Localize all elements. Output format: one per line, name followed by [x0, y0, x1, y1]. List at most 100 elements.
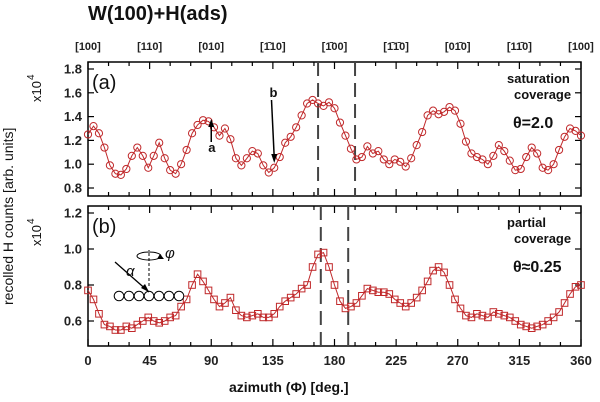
- data-point: [368, 149, 377, 158]
- data-point: [456, 304, 465, 313]
- data-point: [215, 131, 224, 140]
- data-point: [232, 306, 240, 314]
- y-tick-label: 1.6: [64, 85, 82, 100]
- data-point: [385, 290, 394, 298]
- data-point: [264, 168, 273, 177]
- data-point: [407, 154, 416, 163]
- arrow-a-head: [208, 119, 215, 127]
- data-point: [412, 141, 421, 150]
- data-point: [494, 141, 503, 150]
- data-point: [319, 248, 328, 257]
- y-tick-label: 0.8: [64, 278, 82, 293]
- theta-label: θ≈0.25: [513, 259, 562, 276]
- data-point: [341, 304, 350, 313]
- coverage-label-line1: saturation: [507, 71, 570, 86]
- annotation-a: a: [208, 140, 216, 155]
- data-point: [566, 290, 574, 298]
- data-point: [199, 277, 207, 286]
- data-point: [324, 98, 334, 107]
- data-point: [456, 119, 465, 128]
- inset-atom: [133, 290, 145, 302]
- data-point: [286, 132, 295, 141]
- data-point: [358, 292, 366, 300]
- data-point: [83, 130, 93, 139]
- data-point: [270, 163, 279, 172]
- data-point: [418, 286, 426, 295]
- data-point: [576, 131, 586, 140]
- data-point: [149, 317, 158, 325]
- coverage-label-line2: coverage: [514, 231, 571, 246]
- data-point: [259, 161, 268, 170]
- data-point: [89, 122, 98, 131]
- y-tick-label: 1.8: [64, 62, 82, 77]
- data-point: [116, 170, 125, 180]
- x-tick-label: 135: [262, 353, 284, 368]
- data-point: [149, 151, 158, 160]
- data-point: [188, 281, 196, 289]
- data-point: [144, 163, 153, 172]
- data-point: [516, 164, 525, 174]
- data-point: [193, 270, 202, 278]
- data-point: [374, 147, 383, 156]
- data-point: [89, 295, 98, 304]
- inset-atom: [153, 290, 165, 302]
- top-axis-direction-label: [100]: [568, 41, 594, 53]
- inset-atom: [163, 290, 175, 302]
- data-point: [445, 281, 454, 289]
- data-point: [450, 106, 460, 115]
- data-point: [187, 129, 197, 138]
- data-point: [472, 152, 482, 162]
- data-point: [516, 320, 525, 329]
- data-point: [577, 281, 585, 289]
- top-axis-direction-label: [110]: [137, 41, 162, 53]
- series-line-2: [87, 251, 582, 331]
- data-point: [237, 161, 246, 170]
- top-axis-direction-label: [1̄10]: [260, 41, 286, 53]
- y-scale-exponent: 4: [26, 74, 37, 80]
- data-point: [330, 104, 339, 113]
- data-point: [122, 322, 131, 331]
- data-point: [210, 295, 218, 304]
- data-point: [461, 137, 471, 146]
- data-point: [401, 162, 410, 171]
- data-point: [308, 263, 317, 271]
- data-point: [505, 156, 514, 165]
- data-point: [303, 281, 311, 289]
- data-point: [484, 313, 492, 322]
- data-point: [390, 155, 399, 164]
- data-point: [237, 311, 246, 320]
- data-point: [138, 151, 147, 160]
- data-point: [84, 286, 92, 295]
- series-line-1: [87, 99, 582, 176]
- data-point: [94, 129, 104, 138]
- data-point: [379, 155, 388, 164]
- data-point: [538, 163, 547, 172]
- data-point: [198, 116, 208, 125]
- x-tick-label: 315: [509, 353, 531, 368]
- data-point: [423, 277, 432, 286]
- data-point: [297, 111, 306, 120]
- y-scale-label: x10: [29, 81, 44, 102]
- top-axis-direction-label: [1̄1̄0]: [383, 41, 409, 53]
- data-point: [314, 250, 322, 259]
- data-point: [243, 313, 251, 322]
- data-point: [226, 293, 235, 302]
- data-point: [533, 322, 541, 331]
- y-scale-exponent: 4: [26, 218, 37, 224]
- data-point: [155, 138, 164, 147]
- data-point: [231, 154, 240, 163]
- data-point: [418, 127, 427, 137]
- x-tick-label: 90: [204, 353, 218, 368]
- inset-phi-label: φ: [165, 245, 175, 262]
- data-point: [155, 319, 164, 327]
- data-point: [544, 166, 553, 175]
- data-point: [489, 308, 498, 316]
- data-point: [440, 268, 448, 277]
- data-point: [270, 310, 279, 318]
- data-point: [363, 142, 372, 151]
- data-point: [412, 293, 421, 302]
- data-point: [565, 124, 575, 133]
- arrow-b-line: [270, 99, 275, 159]
- data-point: [248, 311, 257, 320]
